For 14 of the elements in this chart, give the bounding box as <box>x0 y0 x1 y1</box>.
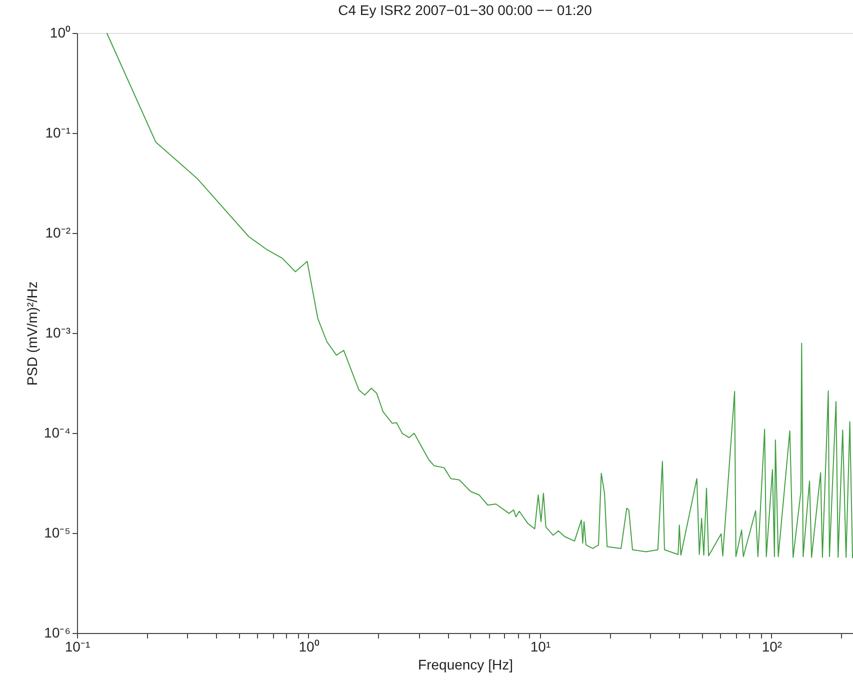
y-tick-label: 10⁻⁵ <box>44 524 70 540</box>
y-tick-label: 10⁰ <box>50 24 70 40</box>
y-tick-label: 10⁻⁴ <box>44 424 70 440</box>
x-tick-label: 10² <box>762 638 782 654</box>
x-tick-label: 10⁰ <box>298 638 320 654</box>
y-axis-title: PSD (mV/m)²/Hz <box>24 281 40 386</box>
x-axis-title: Frequency [Hz] <box>418 656 513 672</box>
x-tick-label: 10¹ <box>530 638 551 654</box>
y-tick-label: 10⁻³ <box>45 324 71 340</box>
x-tick-label: 10⁻¹ <box>64 638 90 654</box>
chart-title: C4 Ey ISR2 2007−01−30 00:00 −− 01:20 <box>338 2 592 18</box>
y-tick-label: 10⁻¹ <box>45 124 71 140</box>
y-tick-label: 10⁻² <box>45 224 71 240</box>
y-tick-label: 10⁻⁶ <box>44 624 70 640</box>
